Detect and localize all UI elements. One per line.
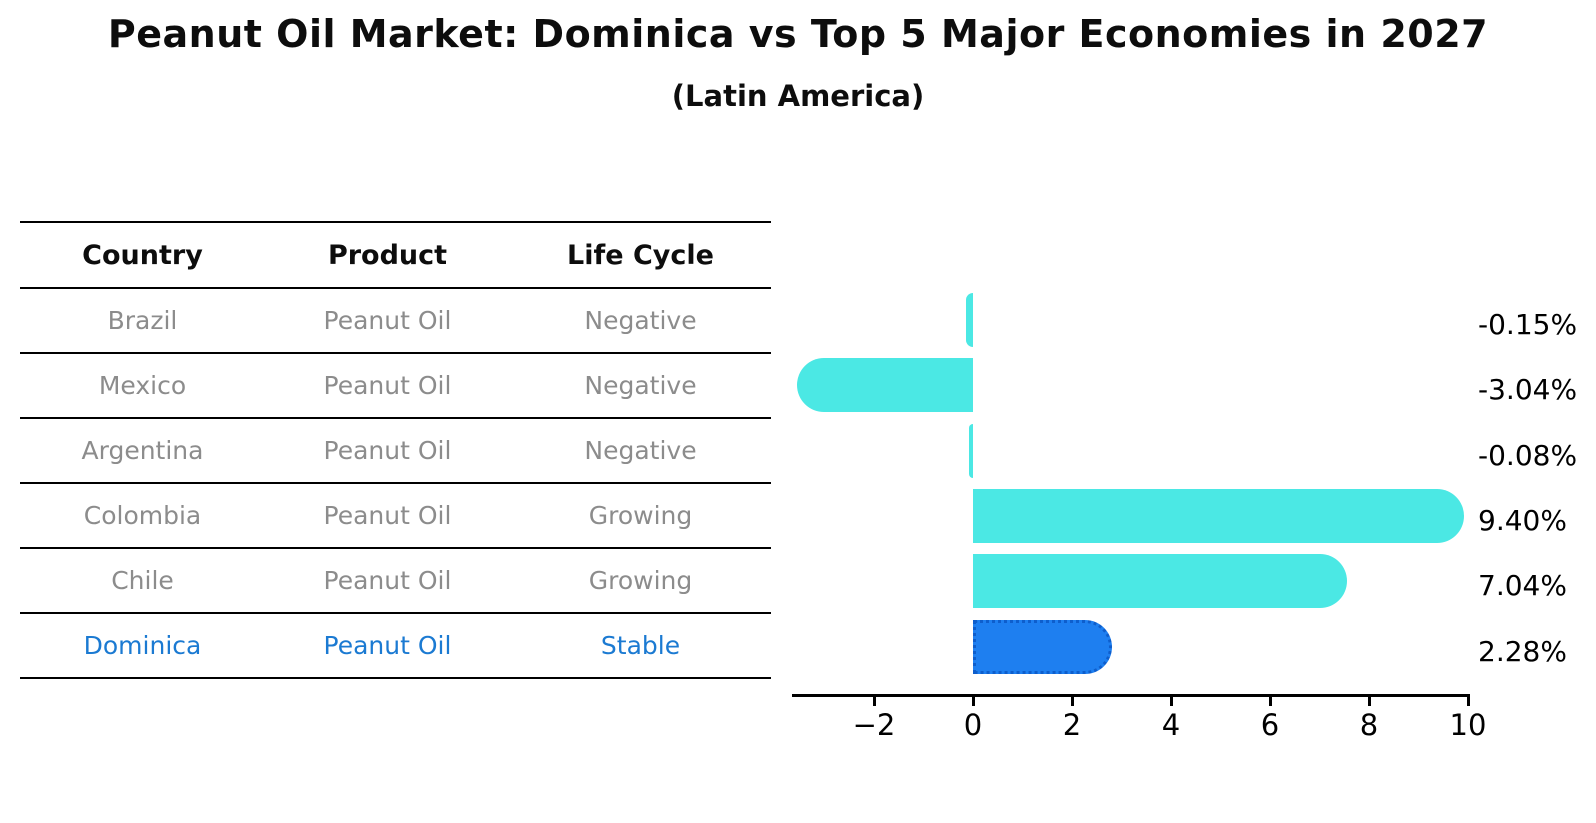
cell-life-cycle: Negative [584,436,697,465]
value-label-dominica: 2.28% [1478,634,1567,668]
x-tick [1466,697,1470,706]
table-row: Chile Peanut Oil Growing [20,548,771,613]
column-header-life-cycle: Life Cycle [567,239,714,271]
bar-brazil [965,292,973,347]
cell-life-cycle: Stable [600,631,681,660]
x-tick-label: 4 [1161,708,1181,742]
column-header-product: Product [327,239,448,271]
table-row: Brazil Peanut Oil Negative [20,288,771,353]
value-label-argentina: -0.08% [1478,438,1578,472]
page-subtitle: (Latin America) [671,79,925,113]
cell-country: Mexico [98,371,187,400]
table-row: Dominica Peanut Oil Stable [20,613,771,678]
x-tick [1268,697,1272,706]
cell-country: Dominica [83,631,202,660]
bar-argentina [969,423,973,478]
x-tick-label: 6 [1260,708,1280,742]
cell-country: Argentina [81,436,204,465]
value-label-chile: 7.04% [1478,569,1567,603]
cell-life-cycle: Negative [584,306,697,335]
x-tick [1169,697,1173,706]
value-label-brazil: -0.15% [1478,307,1578,341]
x-tick [1070,697,1074,706]
table-header-row: Country Product Life Cycle [20,222,771,288]
table-row: Colombia Peanut Oil Growing [20,483,771,548]
x-tick-label: 0 [963,708,983,742]
column-header-country: Country [82,239,203,271]
table-row: Mexico Peanut Oil Negative [20,353,771,418]
table-row: Argentina Peanut Oil Negative [20,418,771,483]
cell-product: Peanut Oil [323,566,452,595]
cell-country: Brazil [107,306,178,335]
x-axis [792,694,1470,697]
x-tick [872,697,876,706]
x-tick-label: −2 [852,708,896,742]
cell-country: Colombia [83,501,202,530]
bar-chile [973,554,1348,609]
market-table: Country Product Life Cycle Brazil Peanut… [20,221,771,679]
cell-country: Chile [111,566,174,595]
cell-product: Peanut Oil [323,306,452,335]
cell-life-cycle: Growing [588,566,693,595]
page-title: Peanut Oil Market: Dominica vs Top 5 Maj… [107,12,1489,56]
cell-product: Peanut Oil [323,371,452,400]
bar-mexico [796,358,973,413]
bar-colombia [973,488,1465,543]
value-label-mexico: -3.04% [1478,373,1578,407]
cell-product: Peanut Oil [323,436,452,465]
x-tick-label: 2 [1062,708,1082,742]
x-tick-label: 8 [1359,708,1379,742]
x-tick [971,697,975,706]
bar-dominica [973,619,1112,674]
cell-product: Peanut Oil [323,631,452,660]
cell-product: Peanut Oil [323,501,452,530]
x-tick-label: 10 [1449,708,1487,742]
x-tick [1367,697,1371,706]
value-label-colombia: 9.40% [1478,503,1567,537]
cell-life-cycle: Growing [588,501,693,530]
cell-life-cycle: Negative [584,371,697,400]
